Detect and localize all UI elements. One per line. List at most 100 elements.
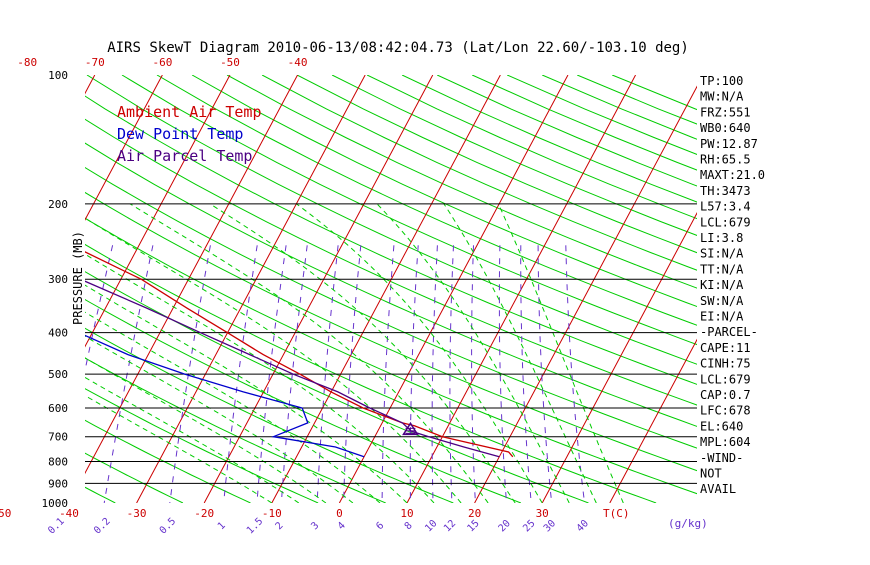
isotherm-line — [0, 75, 27, 503]
isotherm-line — [85, 75, 163, 221]
legend-entry: Dew Point Temp — [117, 125, 243, 143]
pressure-tick-label: 200 — [48, 198, 68, 211]
index-label: LFC:678 — [700, 404, 751, 418]
mixing-ratio-line — [565, 245, 586, 503]
bottom-temp-tick-label: -50 — [0, 507, 11, 520]
bottom-temp-tick-label: -40 — [59, 507, 79, 520]
mixing-ratio-tick-label: 30 — [542, 518, 558, 534]
pressure-tick-label: 100 — [48, 69, 68, 82]
isotherm-line — [474, 85, 697, 503]
y-axis-label: PRESSURE (MB) — [71, 231, 85, 325]
dry-adiabat-line — [506, 75, 697, 155]
index-label: EI:N/A — [700, 310, 744, 324]
bottom-temp-tick-label: 20 — [468, 507, 481, 520]
pressure-tick-label: 700 — [48, 431, 68, 444]
index-label: CINH:75 — [700, 357, 751, 371]
legend-entry: Ambient Air Temp — [117, 103, 262, 121]
dry-adiabat-line — [0, 75, 48, 503]
dry-adiabat-line — [85, 95, 697, 385]
mixing-ratio-line — [471, 245, 476, 503]
pressure-axis: 100 200 300 400 500 600 700 800 900 1000 — [42, 69, 69, 510]
bottom-temp-tick-label: -30 — [127, 507, 147, 520]
mixing-ratio-line — [280, 245, 308, 503]
pressure-tick-label: 600 — [48, 402, 68, 415]
mixing-ratio-tick-label: 4 — [336, 520, 348, 532]
pressure-tick-label: 900 — [48, 477, 68, 490]
index-label: LCL:679 — [700, 372, 751, 386]
dry-adiabat-line — [85, 118, 697, 406]
mixing-ratio-tick-label: 3 — [309, 520, 321, 532]
index-label: PW:12.87 — [700, 137, 758, 151]
mixing-ratio-tick-label: 20 — [497, 518, 513, 534]
mixing-ratio-line — [169, 245, 211, 503]
mixing-ratio-line — [520, 245, 532, 503]
index-label: TT:N/A — [700, 262, 744, 276]
dry-adiabat-line — [85, 452, 184, 503]
index-label: L57:3.4 — [700, 200, 751, 214]
dry-adiabat-line — [226, 75, 697, 289]
top-temp-tick-label: -40 — [288, 56, 308, 69]
lfc-marker — [402, 421, 419, 436]
top-temp-tick-label: -50 — [220, 56, 240, 69]
legend-entry: Air Parcel Temp — [117, 147, 252, 165]
bottom-temp-tick-label: 10 — [400, 507, 413, 520]
mixing-ratio-tick-label: 25 — [521, 518, 537, 534]
bottom-temp-unit-label: T(C) — [603, 507, 630, 520]
mixing-ratio-line — [316, 245, 339, 503]
moist-adiabat-line — [85, 376, 300, 503]
index-label: -WIND- — [700, 451, 743, 465]
isotherm-line — [541, 212, 697, 503]
dry-adiabat-line — [191, 75, 697, 308]
series-line-1 — [85, 251, 514, 458]
mixing-ratio-line — [223, 245, 258, 503]
index-label: KI:N/A — [700, 278, 744, 292]
index-label: SI:N/A — [700, 247, 744, 261]
top-temp-tick-label: -60 — [152, 56, 172, 69]
pressure-tick-label: 400 — [48, 327, 68, 340]
top-temp-axis: -120-110-100-90-80-70-60-50-40 — [17, 56, 308, 69]
top-temp-tick-label: -80 — [17, 56, 37, 69]
moist-adiabat-line — [85, 284, 408, 503]
mixing-ratio-tick-label: 10 — [423, 518, 439, 534]
moist-adiabat-line — [209, 203, 516, 503]
pressure-tick-label: 800 — [48, 456, 68, 469]
legend: Ambient Air Temp Dew Point Temp Air Parcel… — [117, 103, 262, 165]
isotherm-line — [338, 75, 569, 503]
isobars — [85, 203, 697, 484]
isotherm-line — [271, 75, 501, 503]
index-label: WB0:640 — [700, 121, 751, 135]
index-label: CAP:0.7 — [700, 388, 751, 402]
wind-marker — [402, 421, 419, 436]
dry-adiabat-line — [121, 75, 697, 346]
mixing-ratio-line — [449, 245, 454, 503]
mixing-ratio-line — [343, 245, 362, 503]
mixing-ratio-line — [256, 245, 287, 503]
index-label: MPL:604 — [700, 435, 751, 449]
mixing-ratio-line — [537, 245, 553, 503]
dry-adiabat-line — [156, 75, 697, 326]
series-line-2 — [85, 334, 365, 458]
dry-adiabat-line — [261, 75, 697, 271]
index-label: TP:100 — [700, 74, 743, 88]
mixing-ratio-tick-label: 2 — [274, 520, 286, 532]
mixing-ratio-tick-label: 6 — [374, 520, 386, 532]
dry-adiabat-line — [85, 298, 522, 503]
moist-adiabat-line — [129, 203, 489, 503]
bottom-temp-tick-label: -20 — [194, 507, 214, 520]
bottom-temp-tick-label: 0 — [336, 507, 343, 520]
dry-adiabat-line — [86, 75, 697, 365]
index-label: NOT — [700, 467, 722, 481]
dry-adiabat-line — [296, 75, 697, 254]
dry-adiabat-line — [85, 327, 454, 503]
index-label: -PARCEL- — [700, 325, 758, 339]
mixing-ratio-tick-label: 1 — [216, 520, 228, 532]
bottom-temp-tick-label: -10 — [262, 507, 282, 520]
mixing-ratio-line — [498, 245, 507, 503]
isotherm-line — [203, 75, 434, 503]
dry-adiabat-line — [85, 191, 697, 472]
dry-adiabat-line — [85, 243, 657, 503]
mixing-ratio-tick-label: 0.5 — [158, 516, 179, 537]
